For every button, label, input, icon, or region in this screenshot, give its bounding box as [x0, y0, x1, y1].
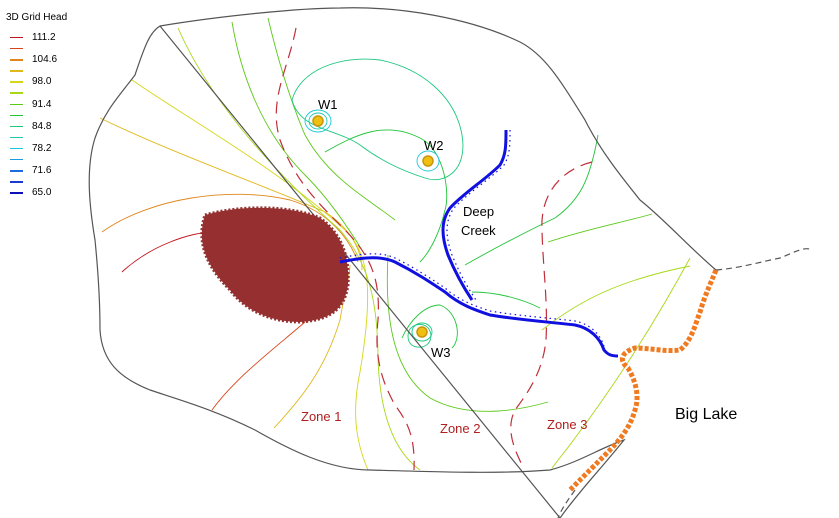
well-w3-label: W3: [431, 345, 451, 360]
legend-entries: 111.2 104.6 98.0 91.4 84.8 78.2 71.6 65.0: [6, 32, 67, 198]
legend-entry: 104.6: [6, 54, 67, 65]
legend-swatch: [10, 181, 23, 183]
contour-95c: [551, 257, 691, 469]
legend-entry: 78.2: [6, 143, 67, 154]
legend-swatch: [10, 81, 23, 83]
contour-88e: [471, 291, 541, 309]
legend-entry: 65.0: [6, 187, 67, 198]
river-cross-marks: [339, 129, 605, 347]
contour-88: [324, 129, 448, 211]
legend-entry: 71.6: [6, 165, 67, 176]
legend-swatch: [10, 170, 23, 172]
river-marks-trib: [446, 129, 511, 301]
legend-entry: 91.4: [6, 99, 67, 110]
contour-w2-1: [416, 150, 440, 172]
contour-101: [99, 117, 363, 271]
wells: [312, 115, 434, 338]
contour-104: [101, 193, 359, 263]
legend-entry: 98.0: [6, 76, 67, 87]
contour-88b: [419, 209, 446, 263]
zone-boundaries: [275, 27, 593, 471]
legend-label: 98.0: [32, 76, 52, 88]
legend-entry: [6, 176, 67, 187]
legend-swatch: [10, 159, 23, 161]
legend-label: 104.6: [32, 54, 58, 66]
legend-entry: [6, 87, 67, 98]
creek-label-line1: Deep: [463, 204, 494, 219]
contour-91d: [547, 213, 653, 243]
well-w3-marker[interactable]: [416, 326, 428, 338]
legend-label: 71.6: [32, 165, 52, 177]
contour-88c: [464, 134, 599, 266]
well-w2-label: W2: [424, 138, 444, 153]
contour-95d: [541, 265, 691, 331]
legend-entry: [6, 132, 67, 143]
legend-title: 3D Grid Head: [6, 12, 68, 23]
legend-swatch: [10, 37, 23, 39]
legend-swatch: [10, 136, 23, 139]
contour-88d: [401, 304, 458, 349]
legend-entry: [6, 110, 67, 121]
landfill-area: [200, 206, 350, 324]
legend-entry: [6, 154, 67, 165]
legend-entry: [6, 43, 67, 54]
outer-dashed-boundary-south: [557, 489, 576, 518]
outer-dashed-boundary: [715, 248, 813, 271]
contour-84: [291, 58, 464, 181]
legend-swatch: [10, 70, 23, 72]
model-boundary: [88, 7, 717, 518]
zone-boundary-1-2: [275, 27, 415, 471]
map-labels: W1 W2 W3 Deep Creek Big Lake Zone 1 Zone…: [301, 97, 737, 436]
well-w1-label: W1: [318, 97, 338, 112]
legend-swatch: [10, 59, 23, 61]
legend-label: 91.4: [32, 98, 52, 110]
legend-entry: [6, 65, 67, 76]
legend-label: 84.8: [32, 120, 52, 132]
head-legend: 3D Grid Head 111.2 104.6 98.0 91.4 84.8 78.2 7…: [6, 12, 67, 198]
well-w2-marker[interactable]: [422, 155, 434, 167]
contour-91b: [267, 17, 396, 221]
lake-label: Big Lake: [675, 406, 737, 423]
legend-swatch: [10, 147, 23, 150]
lake-shoreline: [568, 269, 719, 492]
legend-swatch: [10, 125, 23, 128]
legend-swatch: [10, 103, 23, 105]
legend-label: 78.2: [32, 142, 52, 154]
contour-108: [211, 321, 306, 411]
legend-entry: 111.2: [6, 32, 67, 43]
legend-swatch: [10, 192, 23, 194]
contour-w1-1: [304, 109, 332, 133]
zone-2-label: Zone 2: [440, 421, 480, 436]
river-main-reach: [339, 256, 619, 358]
zone-boundary-2-3: [510, 161, 593, 466]
contour-84b: [407, 324, 432, 348]
contour-w1-2: [308, 112, 328, 130]
contour-91: [231, 21, 366, 256]
river-tributary: [441, 129, 508, 301]
legend-label: 65.0: [32, 187, 52, 199]
creek-label-line2: Creek: [461, 223, 496, 238]
legend-swatch: [10, 48, 23, 50]
legend-entry: 84.8: [6, 121, 67, 132]
zone-3-label: Zone 3: [547, 417, 587, 432]
well-w1-marker[interactable]: [312, 115, 324, 127]
deep-creek-river: [339, 129, 619, 358]
zone-1-label: Zone 1: [301, 409, 341, 424]
legend-swatch: [10, 92, 23, 94]
contour-w3-1: [411, 322, 433, 342]
legend-swatch: [10, 114, 23, 117]
contour-91c: [386, 254, 549, 412]
legend-label: 111.2: [32, 32, 56, 43]
